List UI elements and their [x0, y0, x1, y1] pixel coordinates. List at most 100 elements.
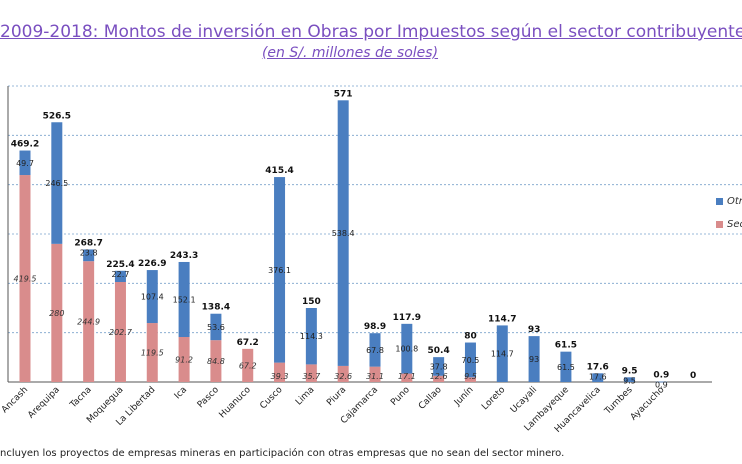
x-tick-label: Puno	[389, 385, 412, 408]
data-label-total: 80	[464, 332, 477, 342]
data-label-otros: 9.5	[623, 376, 636, 385]
legend-label-sector: Sec	[727, 219, 742, 230]
x-tick-label: Callao	[417, 385, 444, 412]
bar-segment-sector	[369, 366, 381, 382]
x-tick-label: Huanuco	[218, 385, 254, 421]
data-label-otros: 61.5	[557, 363, 575, 372]
legend-swatch-otros	[716, 197, 723, 205]
data-label-otros: 538.4	[332, 229, 355, 238]
bar-segment-sector	[401, 373, 413, 382]
x-tick-label: Loreto	[480, 385, 508, 413]
legend-item-otros: Otr	[716, 196, 742, 207]
data-label-sector: 39.3	[271, 372, 289, 381]
data-label-sector: 32.6	[334, 372, 352, 381]
bar-segment-otros	[560, 351, 572, 382]
data-label-otros: 37.8	[430, 362, 448, 371]
x-tick-label: Arequipa	[26, 385, 62, 421]
x-tick-label: Piura	[325, 385, 348, 408]
data-label-total: 571	[334, 89, 353, 99]
bar-segment-sector	[83, 261, 95, 382]
data-label-total: 225.4	[106, 260, 134, 270]
data-label-total: 98.9	[364, 322, 386, 332]
data-label-total: 469.2	[11, 140, 39, 150]
bar-segment-sector	[242, 348, 254, 382]
data-label-total: 138.4	[202, 303, 230, 313]
bar-segment-otros	[274, 177, 286, 363]
data-label-total: 9.5	[622, 366, 638, 376]
bar-segment-sector	[19, 175, 31, 382]
data-label-otros: 376.1	[268, 266, 291, 275]
bar-segment-sector	[51, 243, 63, 382]
bar-segment-otros	[337, 100, 349, 366]
bar-segment-sector	[274, 362, 286, 382]
bar-segment-otros	[433, 357, 445, 376]
legend-item-sector: Sec	[716, 219, 742, 230]
data-label-otros: 100.8	[395, 345, 418, 354]
data-label-total: 93	[528, 325, 541, 335]
data-label-otros: 114.3	[300, 332, 323, 341]
bar-segment-sector	[114, 282, 126, 382]
data-label-total: 268.7	[74, 238, 102, 248]
x-tick-label: Ayacucho	[629, 385, 667, 423]
x-tick-label: Tacna	[68, 385, 94, 411]
bar-segment-otros	[624, 377, 636, 382]
data-label-total: 17.6	[587, 362, 609, 372]
data-label-otros: 114.7	[491, 350, 514, 359]
bar-segment-otros	[592, 373, 604, 382]
data-label-total: 114.7	[488, 314, 516, 324]
data-label-otros: 53.6	[207, 323, 225, 332]
data-label-sector: 91.2	[175, 356, 193, 365]
data-label-sector: 202.7	[109, 328, 133, 337]
data-label-sector: 67.2	[239, 361, 257, 370]
bar-segment-sector	[464, 377, 476, 382]
chart-subtitle: (en S/. millones de soles)	[261, 45, 439, 61]
bar-segment-otros	[210, 313, 222, 341]
x-tick-label: Junín	[452, 385, 476, 409]
data-label-otros: 70.5	[462, 356, 480, 365]
data-label-total: 67.2	[237, 338, 259, 348]
data-label-sector: 31.1	[366, 372, 384, 381]
bar-segment-otros	[146, 270, 158, 324]
data-label-total: 117.9	[393, 313, 421, 323]
bar-segment-otros	[401, 323, 413, 374]
data-label-sector: 244.9	[77, 318, 100, 327]
data-label-otros: 93	[529, 355, 539, 364]
data-label-total: 526.5	[43, 111, 71, 121]
data-label-otros: 49.7	[16, 159, 34, 168]
data-label-sector: 280	[49, 309, 64, 318]
bar-segment-otros	[369, 333, 381, 367]
data-label-otros: 246.5	[45, 179, 68, 188]
bar-segment-sector	[146, 323, 158, 382]
data-label-otros: 17.6	[589, 372, 607, 381]
bar-segment-otros	[51, 122, 63, 244]
bar-segment-otros	[464, 342, 476, 378]
bar-segment-otros	[19, 150, 31, 176]
legend-swatch-sector	[716, 220, 723, 228]
data-label-sector: 35.7	[302, 372, 321, 381]
data-label-total: 150	[302, 297, 321, 307]
bar-segment-sector	[305, 364, 317, 382]
data-label-total: 50.4	[428, 346, 450, 356]
x-tick-label: Ica	[173, 385, 189, 401]
x-tick-label: Ucayali	[509, 385, 539, 415]
bar-segment-otros	[178, 261, 190, 338]
data-label-otros: 22.7	[112, 270, 130, 279]
bar-segment-sector	[178, 337, 190, 382]
data-label-otros: 23.8	[80, 248, 98, 257]
bar-segment-otros	[496, 325, 508, 382]
data-label-total: 415.4	[265, 166, 293, 176]
legend-label-otros: Otr	[727, 196, 742, 207]
x-tick-label: Pasco	[196, 385, 222, 411]
data-label-total: 243.3	[170, 251, 198, 261]
data-label-otros: 0.9	[655, 381, 668, 390]
data-label-total: 0	[690, 371, 696, 381]
x-tick-label: Lima	[294, 385, 316, 407]
bar-segment-otros	[528, 336, 540, 382]
x-tick-label: Cusco	[258, 385, 285, 412]
data-label-otros: 107.4	[141, 293, 164, 302]
bar-segment-otros	[83, 249, 95, 262]
bar-segment-sector	[337, 365, 349, 382]
x-tick-label: Ancash	[0, 385, 30, 415]
data-label-otros: 152.1	[173, 295, 196, 304]
